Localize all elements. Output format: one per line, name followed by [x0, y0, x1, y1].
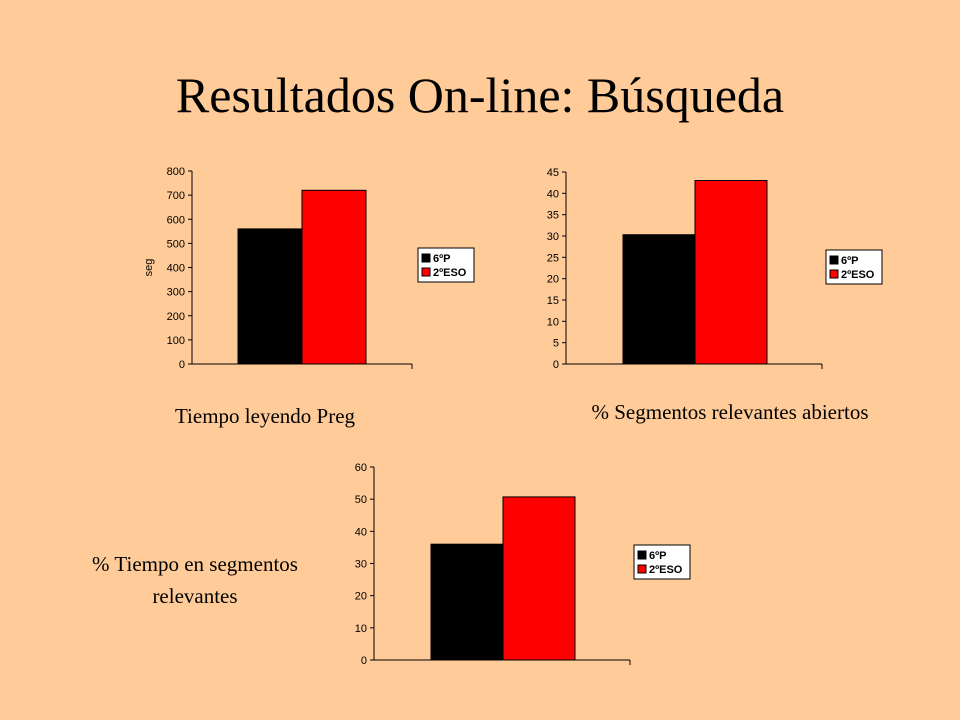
y-tick-label: 15	[547, 295, 559, 307]
chart-3: 0 10 20 30 40 50 60 6ºP 2ºESO	[355, 462, 691, 667]
y-tick-label: 10	[355, 623, 367, 635]
y-tick-label: 20	[355, 591, 367, 603]
legend-swatch-2eso	[637, 564, 647, 574]
legend-label-6p: 6ºP	[841, 255, 858, 267]
y-tick-label: 200	[167, 311, 185, 323]
bar-2eso	[502, 496, 576, 661]
y-tick-label: 10	[547, 316, 559, 328]
legend-label-6p: 6ºP	[649, 550, 666, 562]
legend-label-2eso: 2ºESO	[433, 267, 467, 279]
legend-label-2eso: 2ºESO	[649, 564, 683, 576]
chart-caption-tiempo-segmentos: % Tiempo en segmentos relevantes	[92, 552, 298, 608]
y-tick-label: 500	[167, 238, 185, 250]
legend-label-2eso: 2ºESO	[841, 269, 875, 281]
chart-1: 0 100 200 300 400 500 600 700 800 seg 6ºP 2ºESO	[143, 166, 475, 371]
y-tick-label: 35	[547, 210, 559, 222]
legend-swatch-2eso	[829, 269, 839, 279]
y-tick-label: 0	[179, 359, 185, 371]
y-axis-label: seg	[143, 259, 155, 277]
legend-label-6p: 6ºP	[433, 253, 450, 265]
bar-6p	[622, 234, 696, 365]
y-tick-label: 30	[547, 231, 559, 243]
y-tick-label: 300	[167, 287, 185, 299]
y-tick-label: 40	[547, 188, 559, 200]
y-tick-label: 40	[355, 526, 367, 538]
slide-title: Resultados On-line: Búsqueda	[175, 67, 785, 123]
y-tick-label: 50	[355, 494, 367, 506]
y-tick-label: 400	[167, 263, 185, 275]
legend-swatch-2eso	[421, 267, 431, 277]
y-tick-label: 800	[167, 166, 185, 178]
chart-caption-tiempo-leyendo: Tiempo leyendo Preg	[174, 404, 356, 428]
legend-swatch-6p	[637, 550, 647, 560]
bar-2eso	[301, 189, 367, 365]
y-tick-label: 45	[547, 167, 559, 179]
bar-2eso	[694, 180, 768, 365]
bar-6p	[237, 228, 303, 365]
y-tick-label: 25	[547, 252, 559, 264]
chart-2: 0 5 10 15 20 25 30 35 40 45 6ºP 2ºESO	[547, 167, 883, 371]
y-tick-label: 20	[547, 274, 559, 286]
y-tick-label: 100	[167, 335, 185, 347]
y-tick-label: 30	[355, 559, 367, 571]
bar-6p	[430, 543, 504, 661]
legend-swatch-6p	[421, 253, 431, 263]
y-tick-label: 0	[553, 359, 559, 371]
y-tick-label: 0	[361, 655, 367, 667]
chart-caption-segmentos-abiertos: % Segmentos relevantes abiertos	[591, 400, 869, 424]
y-tick-label: 600	[167, 214, 185, 226]
y-tick-label: 60	[355, 462, 367, 474]
y-tick-label: 700	[167, 190, 185, 202]
legend-swatch-6p	[829, 255, 839, 265]
y-tick-label: 5	[553, 338, 559, 350]
